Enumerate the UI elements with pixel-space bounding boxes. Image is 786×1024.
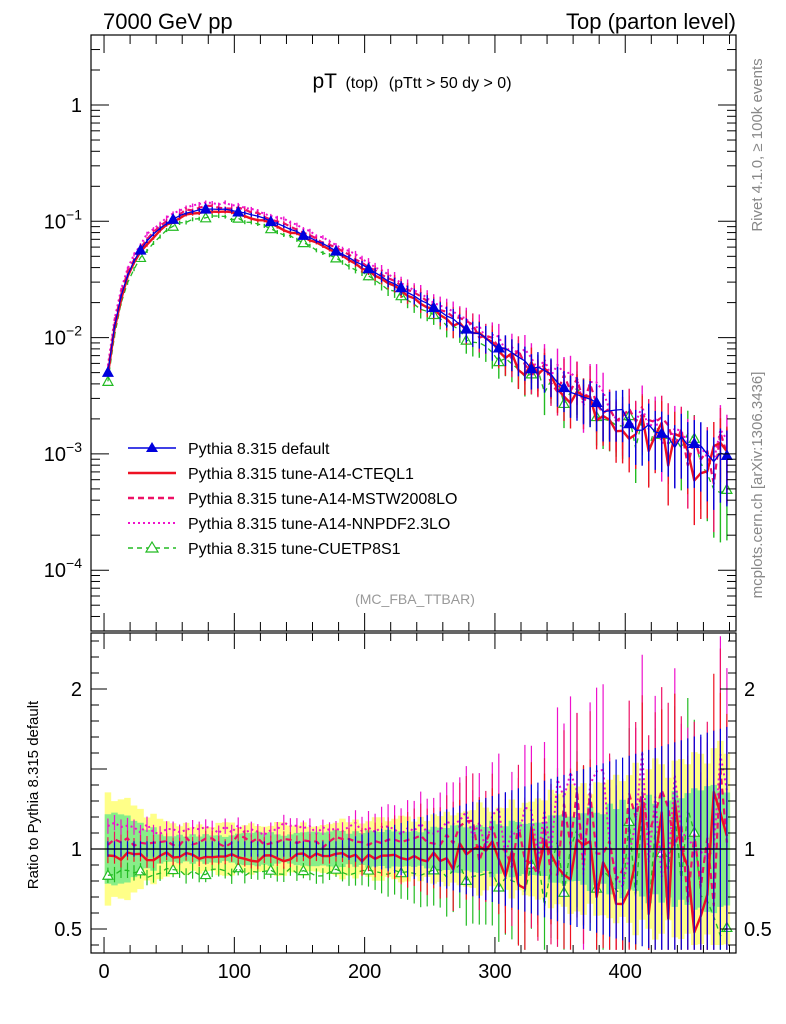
ratio-y-tick-label-left: 1 [71, 839, 82, 861]
y-tick-label: 1 [71, 95, 82, 117]
rivet-label: Rivet 4.1.0, ≥ 100k events [749, 58, 766, 231]
series-line-cteql1 [106, 210, 728, 482]
legend-label-cteql1: Pythia 8.315 tune-A14-CTEQL1 [188, 466, 414, 483]
header-left: 7000 GeV pp [103, 9, 233, 34]
x-tick-label: 200 [348, 961, 381, 983]
ratio-line-cteql1 [107, 790, 729, 934]
x-tick-label: 0 [98, 961, 109, 983]
ratio-ylabel: Ratio to Pythia 8.315 default [25, 700, 42, 889]
ratio-y-tick-label-left: 2 [71, 679, 82, 701]
plot-title-main: pT [312, 70, 337, 93]
legend-entry-cteql1: Pythia 8.315 tune-A14-CTEQL1 [128, 466, 414, 483]
ratio-frame [90, 632, 737, 954]
y-tick-label: 10−2 [44, 323, 82, 350]
main-panel: 1 10−1 10−2 10−3 10−4 pT (top) (pTtt > 50 dy… [44, 34, 737, 632]
y-tick-label: 10−3 [44, 439, 82, 466]
legend-label-nnpdf: Pythia 8.315 tune-A14-NNPDF2.3LO [188, 516, 450, 533]
ratio-line-cuetp [107, 807, 728, 937]
legend-entry-cuetp: Pythia 8.315 tune-CUETP8S1 [128, 540, 401, 558]
main-frame [90, 34, 737, 632]
ratio-marker-cuetp [232, 861, 245, 873]
legend-label-mstw: Pythia 8.315 tune-A14-MSTW2008LO [188, 491, 457, 508]
legend-entry-mstw: Pythia 8.315 tune-A14-MSTW2008LO [128, 491, 457, 508]
series-line-cuetp [107, 215, 728, 494]
ratio-line-mstw [107, 767, 728, 907]
x-tick-label: 100 [218, 961, 251, 983]
ratio-panel: 0.5 0.5 1 1 2 2 0 100 200 300 400 Ratio to Pythia … [25, 632, 772, 983]
ratio-y-tick-label-left: 0.5 [54, 919, 82, 941]
series-line-nnpdf [106, 201, 728, 463]
legend-entry-nnpdf: Pythia 8.315 tune-A14-NNPDF2.3LO [128, 516, 450, 533]
series-line-mstw [106, 204, 728, 485]
x-tick-label: 400 [609, 961, 642, 983]
legend-label-cuetp: Pythia 8.315 tune-CUETP8S1 [188, 541, 401, 558]
mcplots-label: mcplots.cern.ch [arXiv:1306.3436] [749, 372, 766, 599]
legend-label-default: Pythia 8.315 default [188, 441, 330, 458]
series-nnpdf [106, 200, 728, 510]
x-tick-label: 300 [478, 961, 511, 983]
series-line-default [107, 208, 728, 463]
header-right: Top (parton level) [566, 9, 736, 34]
ratio-y-tick-label-right: 1 [744, 839, 755, 861]
ratio-y-tick-label-right: 2 [744, 679, 755, 701]
series-default [101, 202, 733, 510]
plot-title: pT (top) (pTtt > 50 dy > 0) [312, 70, 511, 93]
ratio-y-tick-label-right: 0.5 [744, 919, 772, 941]
legend: Pythia 8.315 default Pythia 8.315 tune-A… [128, 441, 457, 558]
plot-title-sub2: (pTtt > 50 dy > 0) [389, 75, 512, 92]
analysis-tag: (MC_FBA_TTBAR) [355, 591, 475, 607]
y-tick-label: 10−4 [44, 555, 82, 582]
y-tick-label: 10−1 [44, 206, 82, 233]
legend-entry-default: Pythia 8.315 default [128, 441, 330, 458]
plot-title-sub1: (top) [345, 75, 378, 92]
